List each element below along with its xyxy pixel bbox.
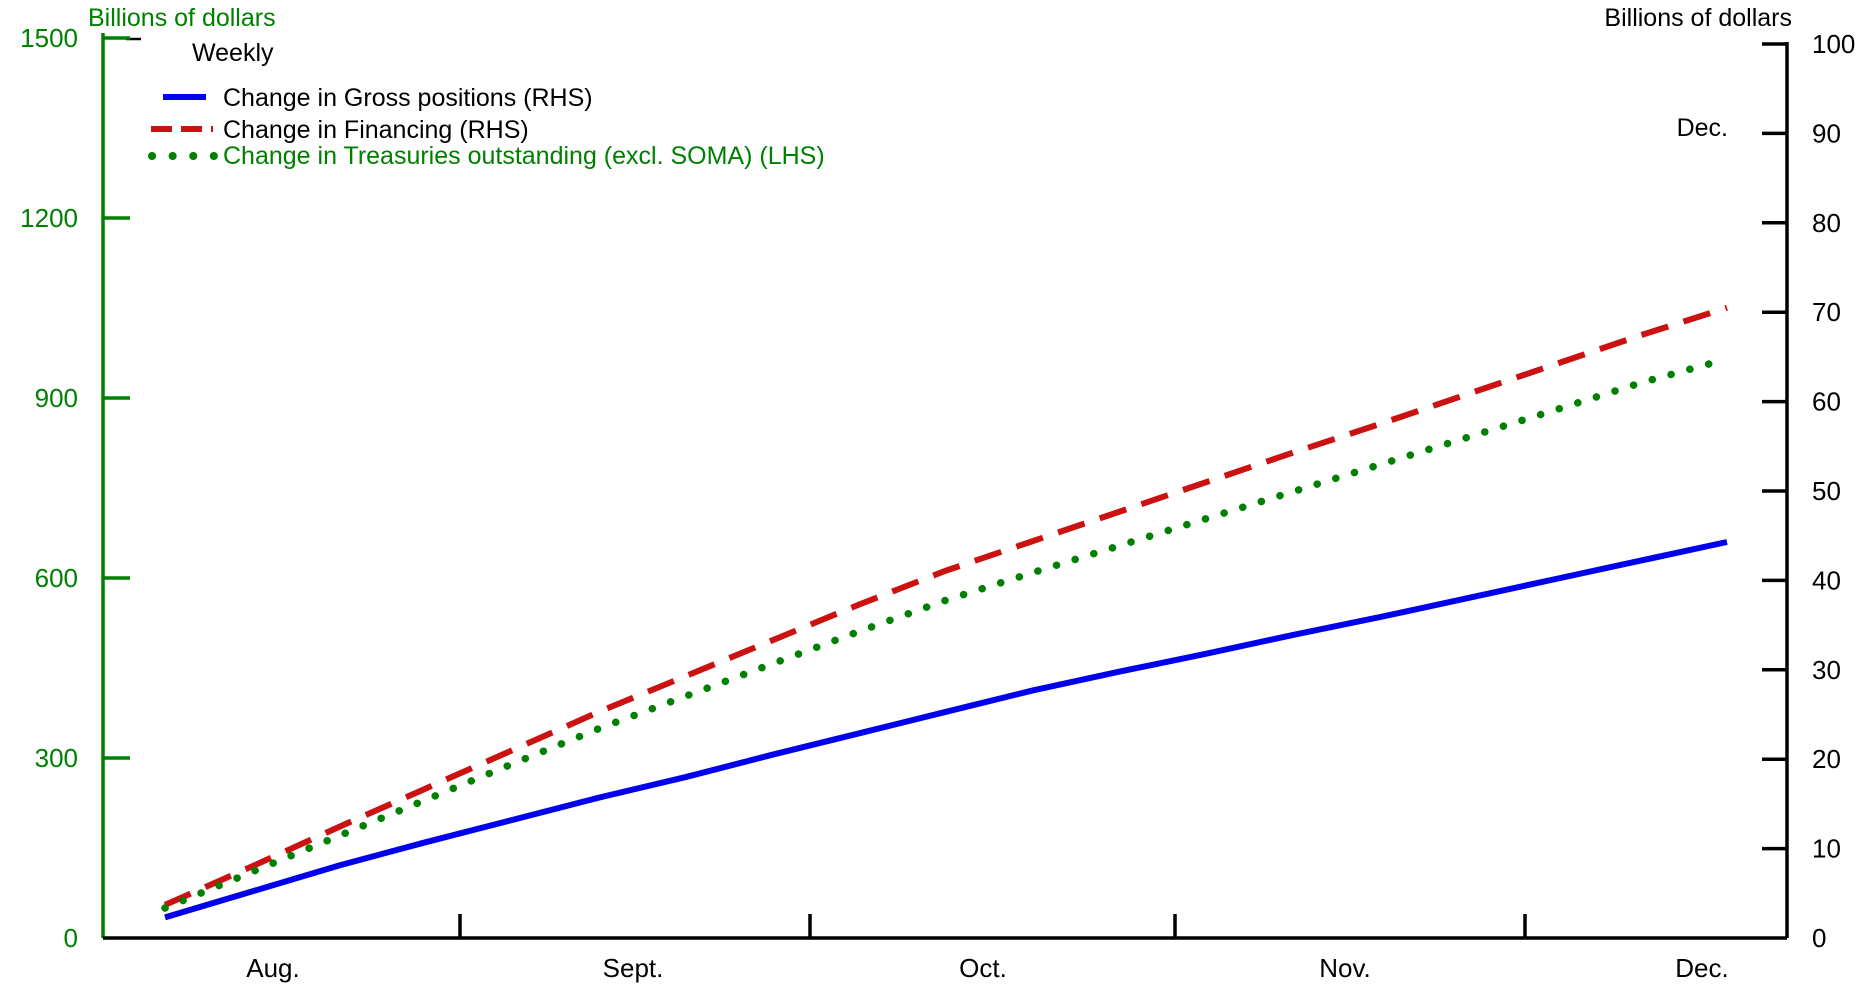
- month-label-nov: Nov.: [1319, 953, 1371, 983]
- left-tick-label-1500: 1500: [20, 23, 78, 53]
- left-tick-label-0: 0: [64, 923, 78, 953]
- right-tick-label-70: 70: [1812, 297, 1841, 327]
- right-tick-label-40: 40: [1812, 565, 1841, 595]
- right-axis-title: Billions of dollars: [1604, 4, 1792, 32]
- frequency-label: Weekly: [192, 39, 274, 67]
- legend-label-treasuries-outstanding: Change in Treasuries outstanding (excl. …: [223, 142, 825, 170]
- month-label-aug: Aug.: [246, 953, 300, 983]
- month-axis: Aug. Sept. Oct. Nov. Dec.: [246, 914, 1729, 983]
- right-tick-label-80: 80: [1812, 208, 1841, 238]
- month-label-sept: Sept.: [603, 953, 664, 983]
- right-tick-label-10: 10: [1812, 834, 1841, 864]
- left-axis-ticks: 0 300 600 900 1200 1500: [20, 23, 130, 953]
- series-line-0: [164, 539, 1728, 921]
- right-tick-label-100: 100: [1812, 29, 1855, 59]
- right-tick-label-20: 20: [1812, 744, 1841, 774]
- left-tick-label-1200: 1200: [20, 203, 78, 233]
- dec-annotation: Dec.: [1677, 114, 1728, 142]
- series-line-2: [161, 355, 1731, 912]
- right-tick-label-0: 0: [1812, 923, 1826, 953]
- right-axis-ticks: 0 10 20 30 40 50 60 70 80 90 100: [1762, 29, 1855, 953]
- legend: Weekly Change in Gross positions (RHS) C…: [148, 39, 825, 170]
- left-tick-label-600: 600: [35, 563, 78, 593]
- left-tick-label-900: 900: [35, 383, 78, 413]
- series-line-1: [163, 304, 1728, 908]
- right-tick-label-60: 60: [1812, 387, 1841, 417]
- legend-label-financing: Change in Financing (RHS): [223, 116, 529, 144]
- legend-label-gross-positions: Change in Gross positions (RHS): [223, 84, 593, 112]
- month-label-oct: Oct.: [959, 953, 1007, 983]
- left-tick-label-300: 300: [35, 743, 78, 773]
- right-tick-label-90: 90: [1812, 118, 1841, 148]
- left-axis-title: Billions of dollars: [88, 4, 276, 32]
- series-lines: [161, 304, 1731, 921]
- right-tick-label-30: 30: [1812, 655, 1841, 685]
- month-label-dec: Dec.: [1675, 953, 1728, 983]
- right-tick-label-50: 50: [1812, 476, 1841, 506]
